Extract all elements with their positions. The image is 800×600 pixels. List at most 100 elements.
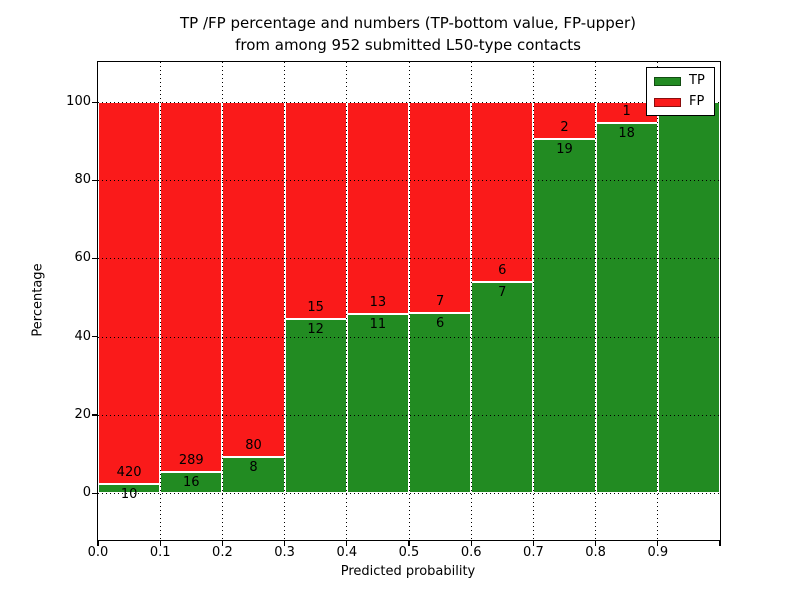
fp-count-label: 2: [560, 120, 569, 136]
x-tick-label: 0.2: [212, 545, 233, 560]
x-tick-label: 0.9: [647, 545, 669, 560]
chart-title-line1: TP /FP percentage and numbers (TP-bottom…: [180, 14, 636, 32]
gridline-vertical: [532, 62, 534, 540]
x-tick-mark: [283, 540, 286, 546]
tp-count-label: 8: [249, 460, 258, 476]
tp-segment: [657, 102, 720, 493]
y-tick-label: 60: [74, 250, 91, 266]
tp-segment: [533, 139, 596, 493]
legend-label-tp: TP: [689, 73, 705, 88]
x-tick-label: 0.4: [336, 545, 358, 560]
tp-segment: [284, 319, 347, 493]
legend-item-fp: FP: [654, 95, 707, 109]
fp-segment: [533, 102, 596, 140]
x-tick-mark: [657, 540, 659, 546]
y-tick-label: 40: [74, 328, 91, 344]
gridline-vertical: [470, 62, 472, 540]
fp-segment: [409, 102, 472, 313]
legend: TP FP: [646, 67, 715, 116]
x-tick-label: 0.0: [87, 545, 109, 560]
x-tick-mark: [97, 540, 99, 546]
x-tick-mark: [159, 540, 161, 546]
fp-segment: [471, 102, 534, 283]
x-tick-mark: [346, 540, 348, 546]
chart-title-line2: from among 952 submitted L50-type contac…: [235, 36, 581, 54]
bar-group: 13 11: [346, 62, 409, 540]
fp-segment: [160, 102, 223, 473]
y-axis-label: Percentage: [30, 263, 46, 337]
y-tick-label: 20: [74, 406, 91, 422]
fp-count-label: 6: [498, 263, 507, 279]
tp-count-label: 19: [556, 142, 573, 158]
tp-swatch-icon: [654, 76, 681, 86]
x-tick-label: 0.8: [585, 545, 606, 560]
fp-swatch-icon: [654, 97, 681, 107]
y-tick-mark: [92, 492, 98, 494]
tp-count-label: 12: [307, 322, 324, 338]
gridline-vertical: [159, 62, 161, 540]
x-tick-mark: [532, 540, 535, 546]
fp-segment: [222, 102, 285, 458]
fp-segment: [98, 102, 161, 484]
x-tick-mark: [221, 540, 224, 546]
tp-count-label: 16: [183, 475, 200, 491]
y-tick-mark: [92, 414, 98, 416]
y-tick-mark: [92, 336, 98, 338]
tp-segment: [346, 313, 409, 493]
y-tick-label: 0: [82, 485, 91, 500]
tp-count-label: 7: [498, 285, 507, 301]
fp-count-label: 80: [245, 438, 262, 454]
bar-group: 420 10: [98, 62, 161, 540]
tp-count-label: 11: [369, 316, 387, 332]
bar-group: 1 18: [595, 62, 658, 540]
y-tick-label: 80: [74, 172, 91, 188]
x-tick-mark: [408, 540, 410, 546]
y-tick-label: 100: [66, 94, 91, 109]
fp-segment: [284, 102, 347, 320]
x-tick-mark: [594, 540, 597, 546]
tp-segment: [595, 122, 658, 493]
gridline-vertical: [408, 62, 410, 540]
bar-group: 289 16: [160, 62, 223, 540]
gridline-vertical: [284, 62, 286, 540]
plot-area: TP FP 0 20 40 60 80 100 0.0 0.1 0.2 0.3 0.4 0.5 0.6 0…: [66, 61, 721, 560]
gridline-vertical: [657, 62, 659, 540]
y-tick-mark: [92, 101, 98, 103]
gridline-vertical: [595, 62, 597, 540]
fp-count-label: 289: [178, 453, 204, 469]
x-tick-mark: [719, 540, 721, 546]
tp-count-label: 6: [435, 315, 445, 331]
tp-count-label: 10: [120, 486, 138, 502]
x-tick-label: 0.1: [149, 545, 171, 560]
x-axis-label: Predicted probability: [340, 564, 476, 579]
gridline-vertical: [221, 62, 223, 540]
fp-count-label: 1: [622, 103, 631, 119]
x-tick-label: 0.3: [274, 545, 295, 560]
bar-group: 15 12: [284, 62, 347, 540]
bar-group: 12: [657, 62, 720, 540]
tp-count-label: 18: [618, 125, 635, 141]
legend-item-tp: TP: [654, 74, 707, 88]
tp-segment: [222, 457, 285, 493]
tp-segment: [160, 472, 223, 493]
tp-segment: [98, 483, 161, 493]
x-tick-label: 0.5: [398, 545, 420, 560]
bar-group: 2 19: [533, 62, 596, 540]
bar-group: 80 8: [222, 62, 285, 540]
fp-segment: [346, 102, 409, 314]
x-tick-label: 0.7: [523, 545, 544, 560]
fp-count-label: 7: [435, 293, 445, 309]
fp-count-label: 15: [307, 300, 324, 316]
chart-title: TP /FP percentage and numbers (TP-bottom…: [97, 12, 719, 56]
tp-segment: [471, 282, 534, 493]
x-tick-mark: [470, 540, 472, 546]
legend-label-fp: FP: [689, 94, 705, 109]
y-tick-mark: [92, 179, 98, 181]
fp-count-label: 420: [116, 464, 142, 480]
gridline-vertical: [346, 62, 348, 540]
fp-count-label: 13: [369, 294, 387, 310]
y-tick-mark: [92, 257, 98, 260]
